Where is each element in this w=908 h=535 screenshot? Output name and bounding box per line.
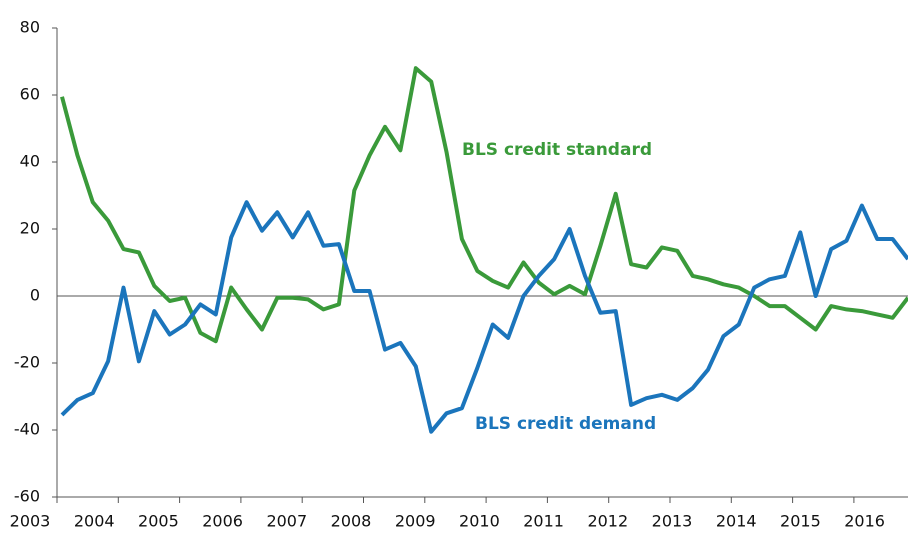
series-line <box>60 200 908 434</box>
y-tick-label: 20 <box>20 219 40 238</box>
series-annotation: BLS credit standard <box>462 140 652 160</box>
x-tick-label: 2004 <box>74 512 115 531</box>
x-tick-label: 2012 <box>587 512 628 531</box>
x-tick-label: 2007 <box>266 512 307 531</box>
x-tick-label: 2015 <box>780 512 821 531</box>
x-tick-label: 2013 <box>652 512 693 531</box>
y-tick-label: -60 <box>14 487 40 506</box>
y-tick-label: 0 <box>30 286 40 305</box>
x-tick-label: 2011 <box>523 512 564 531</box>
y-tick-label: 40 <box>20 152 40 171</box>
x-tick-label: 2005 <box>138 512 179 531</box>
y-tick-label: -40 <box>14 420 40 439</box>
y-tick-label: -20 <box>14 353 40 372</box>
y-tick-label: 80 <box>20 18 40 37</box>
y-tick-label: 60 <box>20 85 40 104</box>
x-tick-label: 2006 <box>202 512 243 531</box>
x-tick-label: 2016 <box>844 512 885 531</box>
x-tick-label: 2014 <box>716 512 757 531</box>
x-tick-label: 2010 <box>459 512 500 531</box>
series-annotation: BLS credit demand <box>475 414 656 434</box>
series-line <box>60 66 908 344</box>
x-tick-label: 2009 <box>395 512 436 531</box>
x-tick-label: 2003 <box>10 512 51 531</box>
x-tick-label: 2008 <box>331 512 372 531</box>
